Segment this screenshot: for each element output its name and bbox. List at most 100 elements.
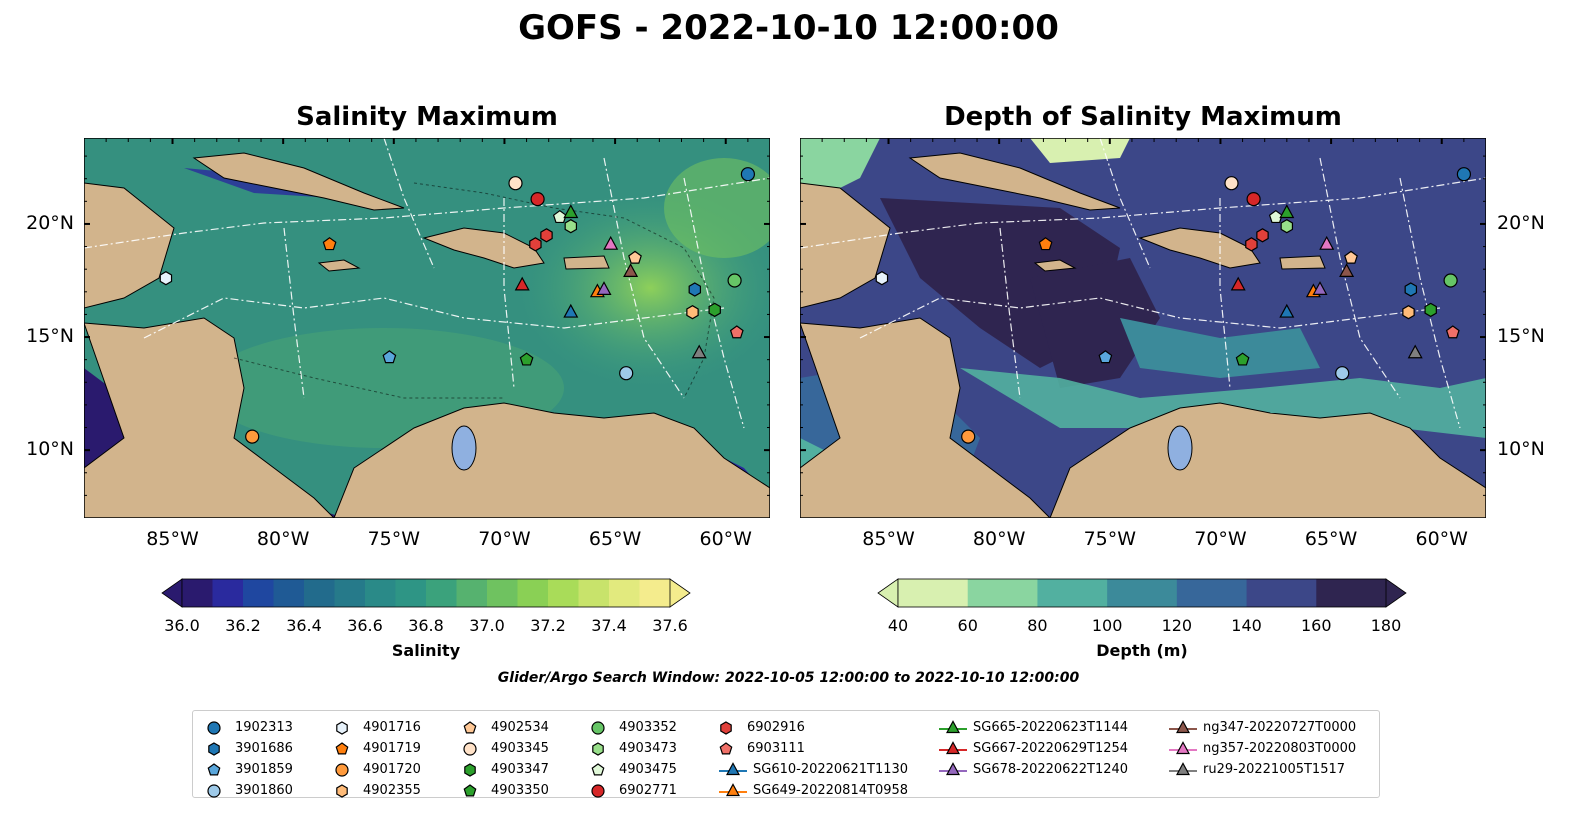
colorbar-segment (548, 579, 579, 607)
colorbar-segment (1246, 579, 1317, 607)
legend-marker (719, 742, 733, 755)
lat-label: 15°N (1497, 325, 1545, 348)
legend-marker (463, 721, 477, 734)
salinity-map-ticks (84, 138, 770, 518)
legend-marker (208, 742, 220, 756)
platform-marker-ng357-20220803T0000 (1319, 235, 1335, 250)
colorbar-segment (365, 579, 396, 607)
salinity-map-platforms (159, 167, 756, 444)
platform-marker-6902771 (1246, 191, 1261, 207)
platform-marker-4903352 (1443, 273, 1458, 288)
legend-marker (591, 784, 605, 798)
platform-marker-3901860 (1335, 366, 1350, 381)
lon-label: 60°W (699, 528, 752, 550)
platform-marker-6903111 (729, 325, 744, 339)
legend-label: 4902355 (363, 783, 421, 798)
platform-marker-4902534 (628, 250, 642, 264)
colorbar-frame (181, 578, 671, 608)
platform-marker-3901686 (688, 282, 702, 297)
lon-label: 85°W (146, 528, 199, 550)
legend-symbol (208, 742, 220, 756)
colorbar-extend-low (877, 578, 899, 608)
lon-label: 65°W (588, 528, 642, 550)
salinity-colorbar-ticks: 36.0 36.2 36.4 36.6 36.8 37.0 37.2 37.4 37.6 (160, 616, 692, 636)
search-window-caption: Glider/Argo Search Window: 2022-10-05 12… (497, 670, 1080, 686)
legend-symbol (464, 763, 476, 777)
platform-marker-6903111 (1445, 325, 1460, 339)
legend-label: 6902771 (619, 783, 677, 798)
legend-symbol (725, 783, 741, 797)
platform-marker-SG678-20220622T1240 (1312, 281, 1328, 295)
legend-marker (335, 763, 349, 777)
platform-marker-4903473 (564, 219, 578, 234)
legend-marker (207, 784, 221, 798)
lat-label: 15°N (26, 325, 74, 348)
salinity-colorbar (161, 578, 691, 608)
platform-marker-1902313 (740, 167, 756, 182)
legend-marker (464, 763, 476, 777)
lon-label: 80°W (972, 528, 1026, 550)
lon-label: 75°W (1083, 528, 1137, 550)
platform-marker-4901716 (159, 271, 173, 286)
legend-symbol (719, 742, 733, 755)
legend-symbol (725, 762, 741, 776)
legend-symbol (335, 742, 349, 755)
platform-marker-SG665-20220623T1144 (1279, 204, 1295, 219)
legend-label: 4903347 (491, 762, 549, 777)
salinity-map[interactable] (84, 138, 770, 518)
legend-label: 6902916 (747, 720, 805, 735)
platform-marker-ru29-20221005T1517 (1407, 344, 1423, 359)
platform-marker-4903345 (1224, 176, 1239, 191)
colorbar-tick-label: 37.4 (591, 616, 627, 635)
platform-marker-4903475 (552, 209, 567, 224)
colorbar-segment (182, 579, 213, 607)
legend-label: SG649-20220814T0958 (753, 783, 909, 798)
legend-marker (207, 763, 221, 776)
colorbar-segment (1037, 579, 1108, 607)
platform-marker-4903347 (708, 302, 721, 318)
colorbar-segment (456, 579, 488, 607)
platform-marker-SG610-20220621T1130 (1279, 303, 1295, 318)
colorbar-tick-label: 60 (957, 616, 978, 635)
platform-marker-6902916 (529, 237, 542, 252)
legend-label: 4901716 (363, 720, 421, 735)
platform-legend: 1902313 3901686 3901859 3901860 4901716 49017… (192, 710, 1380, 798)
colorbar-segment (639, 579, 671, 607)
legend-marker (463, 742, 477, 756)
salinity-colorbar-label: Salinity (391, 641, 461, 660)
legend-symbol (207, 784, 221, 798)
legend-marker (591, 721, 605, 735)
legend-symbol (592, 742, 604, 756)
colorbar-tick-label: 37.2 (530, 616, 566, 635)
legend-label: 6903111 (747, 741, 805, 756)
colorbar-extend-low (161, 578, 183, 608)
legend-label: 1902313 (235, 720, 293, 735)
colorbar-tick-label: 36.6 (347, 616, 383, 635)
legend-symbol (207, 763, 221, 776)
legend-label: 4901720 (363, 762, 421, 777)
platform-marker-4903347 (1424, 302, 1437, 318)
legend-marker (592, 742, 604, 756)
platform-marker-4902355 (1402, 305, 1415, 320)
legend-symbol (207, 721, 221, 735)
colorbar-segment (334, 579, 366, 607)
legend-symbol (336, 784, 348, 798)
legend-symbol (945, 720, 961, 734)
colorbar-tick-label: 37.0 (469, 616, 505, 635)
depth-map[interactable] (800, 138, 1486, 518)
legend-label: 4903473 (619, 741, 677, 756)
legend-marker (591, 763, 605, 776)
platform-marker-SG665-20220623T1144 (563, 204, 579, 219)
platform-marker-6902916 (1245, 237, 1258, 252)
legend-marker (336, 721, 348, 735)
colorbar-tick-label: 80 (1027, 616, 1048, 635)
colorbar-tick-label: 36.4 (286, 616, 322, 635)
platform-marker-6902916 (1256, 228, 1269, 243)
legend-label: 4902534 (491, 720, 549, 735)
lat-label: 20°N (26, 211, 74, 234)
legend-symbol (1175, 741, 1191, 755)
colorbar-tick-label: 37.6 (652, 616, 688, 635)
platform-marker-4902355 (686, 305, 699, 320)
platform-marker-3901686 (1404, 282, 1418, 297)
colorbar-segment (898, 579, 969, 607)
